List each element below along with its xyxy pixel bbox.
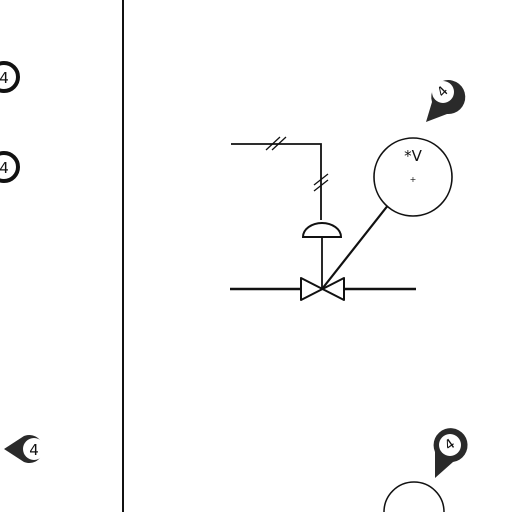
signal-hash-icon <box>265 136 329 192</box>
callout-number: 4 <box>0 159 9 177</box>
signal-line <box>231 143 322 220</box>
callout-right-bottom: 4 <box>433 428 468 478</box>
diaphragm-actuator-icon <box>301 222 343 238</box>
instrument-tag: *V <box>404 147 423 165</box>
callout-left-mid: 4 <box>0 151 20 183</box>
callout-left-top: 4 <box>0 61 20 93</box>
partial-instrument-bubble <box>383 481 445 512</box>
callout-left-bottom: 4 <box>4 435 45 464</box>
instrument-center-mark: + <box>410 175 417 184</box>
callout-right-top: 4 <box>426 80 466 122</box>
instrument-connection-line <box>321 203 390 290</box>
callout-number: 4 <box>0 69 9 87</box>
instrument-bubble: *V + <box>373 137 453 217</box>
callout-number: 4 <box>29 441 39 459</box>
